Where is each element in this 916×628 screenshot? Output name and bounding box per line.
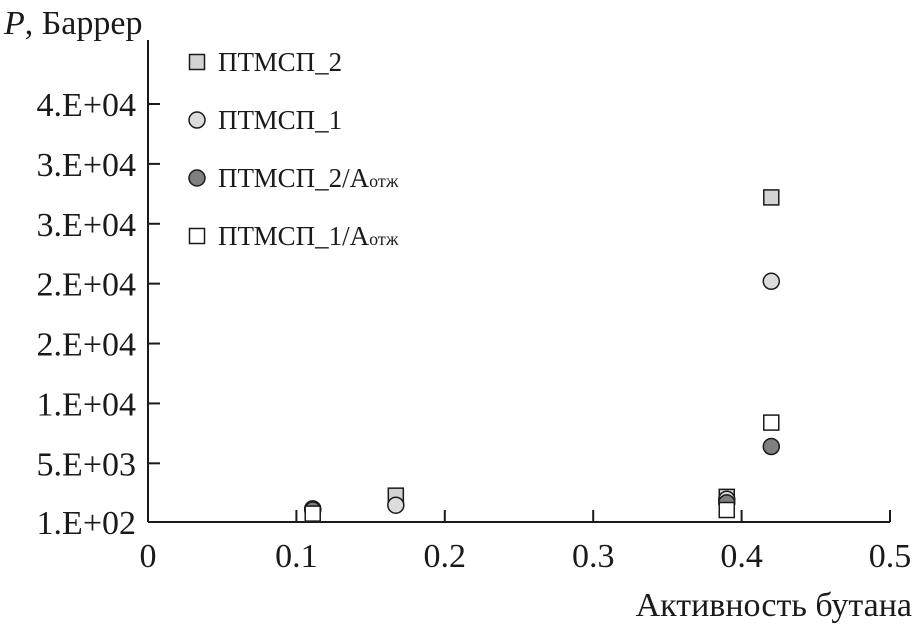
x-axis-label: Активность бутана — [636, 587, 912, 624]
y-tick-label: 2.E+04 — [37, 267, 136, 304]
data-point-series-1 — [763, 189, 780, 206]
data-point-series-2 — [762, 272, 781, 291]
x-tick-label: 0.1 — [275, 538, 318, 575]
data-points — [303, 189, 781, 522]
y-ticks: 1.E+02 5.E+03 1.E+04 2.E+04 2.E+04 3.E+04 3.E+… — [37, 87, 160, 542]
legend-label-text: ПТМСП_2/А — [218, 163, 370, 193]
legend-label-3: ПТМСП_2/Аотж — [218, 163, 399, 193]
y-tick-label: 3.E+04 — [37, 207, 136, 244]
legend-label-subscript: отж — [369, 171, 399, 191]
x-ticks: 0 0.1 0.2 0.3 0.4 0.5 — [140, 510, 912, 575]
x-tick-label: 0.2 — [424, 538, 467, 575]
y-axis-label-units: , Баррер — [25, 5, 143, 42]
y-tick-label: 4.E+04 — [37, 87, 136, 124]
legend-label-2: ПТМСП_1 — [218, 105, 342, 135]
legend-label-subscript: отж — [369, 229, 399, 249]
y-tick-label: 5.E+03 — [37, 446, 136, 483]
legend-label-text: ПТМСП_1/А — [218, 221, 370, 251]
legend-marker-4 — [188, 227, 206, 245]
axes — [147, 40, 890, 523]
x-tick-label: 0.4 — [720, 538, 763, 575]
legend-marker-2 — [188, 111, 206, 129]
legend-label-4: ПТМСП_1/Аотж — [218, 221, 399, 251]
data-point-series-2 — [387, 496, 405, 514]
data-point-series-4 — [304, 505, 321, 522]
y-axis-label-symbol: P — [3, 5, 25, 42]
legend-label-text: ПТМСП_2 — [218, 47, 342, 77]
y-tick-label: 3.E+04 — [37, 147, 136, 184]
x-tick-label: 0 — [140, 538, 157, 575]
y-tick-label: 1.E+04 — [37, 386, 136, 423]
data-point-series-3 — [762, 437, 781, 456]
y-tick-label: 2.E+04 — [37, 327, 136, 364]
data-point-series-4 — [763, 414, 780, 431]
x-tick-label: 0.3 — [572, 538, 615, 575]
legend-marker-3 — [188, 169, 206, 187]
legend-label-1: ПТМСП_2 — [218, 47, 342, 77]
legend-marker-1 — [188, 53, 206, 71]
data-point-series-4 — [718, 501, 736, 519]
legend-label-text: ПТМСП_1 — [218, 105, 342, 135]
x-tick-label: 0.5 — [869, 538, 912, 575]
y-axis-label: P, Баррер — [3, 5, 143, 42]
y-tick-label: 1.E+02 — [37, 505, 136, 542]
